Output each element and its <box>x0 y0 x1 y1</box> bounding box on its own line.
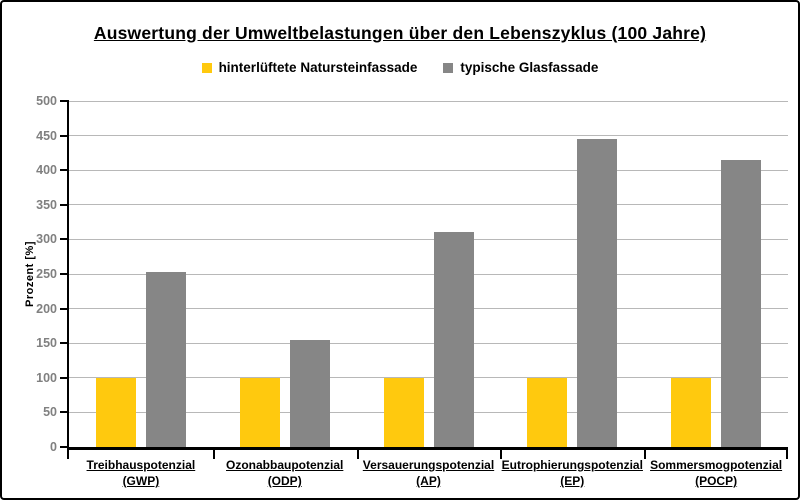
x-category-line2: (POCP) <box>695 474 738 488</box>
x-category-label-ep: Eutrophierungspotenzial (EP) <box>500 457 644 489</box>
y-tick-label-200: 200 <box>36 301 57 316</box>
x-category-line1: Versauerungspotenzial <box>362 458 495 472</box>
x-tick-mark-4 <box>644 450 647 459</box>
legend-item-natursteinfassade: hinterlüftete Natursteinfassade <box>201 60 418 75</box>
y-tick-mark-350 <box>60 203 69 206</box>
y-tick-mark-200 <box>60 307 69 310</box>
legend: hinterlüftete Natursteinfassade typische… <box>2 60 798 75</box>
bar-natursteinfassade-ap <box>383 377 424 447</box>
y-tick-label-300: 300 <box>36 232 57 247</box>
x-category-line1: Eutrophierungspotenzial <box>501 458 643 472</box>
x-category-label-gwp: Treibhauspotenzial (GWP) <box>69 457 213 489</box>
y-tick-label-400: 400 <box>36 163 57 178</box>
legend-label-natursteinfassade: hinterlüftete Natursteinfassade <box>218 60 418 75</box>
y-tick-label-0: 0 <box>50 440 57 454</box>
y-tick-mark-250 <box>60 273 69 275</box>
gridline-250 <box>69 273 788 275</box>
legend-swatch-yellow-icon <box>201 62 212 73</box>
bar-natursteinfassade-odp <box>239 377 280 447</box>
plot-area: 0 50 100 150 200 250 300 350 400 450 500 <box>36 94 788 459</box>
y-tick-label-350: 350 <box>36 197 57 212</box>
legend-label-glasfassade: typische Glasfassade <box>460 60 599 75</box>
y-tick-mark-0 <box>60 446 69 448</box>
bar-natursteinfassade-gwp <box>96 377 136 447</box>
x-category-line2: (GWP) <box>122 474 160 488</box>
bar-glasfassade-pocp <box>721 159 762 447</box>
x-category-line1: Sommersmogpotenzial <box>650 458 783 472</box>
gridline-100 <box>69 377 788 379</box>
gridline-400 <box>69 169 788 171</box>
x-tick-mark-3 <box>500 450 503 459</box>
y-tick-mark-300 <box>60 238 69 241</box>
y-tick-label-450: 450 <box>36 128 57 143</box>
chart-title: Auswertung der Umweltbelastungen über de… <box>93 23 707 43</box>
x-tick-mark-0 <box>67 450 69 459</box>
gridline-300 <box>69 238 788 240</box>
y-tick-label-500: 500 <box>36 94 57 108</box>
bar-glasfassade-odp <box>289 339 330 447</box>
bar-natursteinfassade-pocp <box>671 377 712 447</box>
x-category-line1: Ozonabbaupotenzial <box>226 458 344 472</box>
bar-glasfassade-gwp <box>146 271 186 447</box>
gridline-200 <box>69 308 788 310</box>
y-tick-mark-450 <box>60 134 69 137</box>
y-tick-mark-500 <box>60 100 69 102</box>
x-category-label-pocp: Sommersmogpotenzial (POCP) <box>644 457 788 489</box>
y-tick-label-100: 100 <box>36 370 57 385</box>
x-category-line2: (AP) <box>416 474 441 488</box>
y-tick-label-150: 150 <box>36 336 57 351</box>
y-tick-mark-400 <box>60 169 69 172</box>
x-category-label-odp: Ozonabbaupotenzial (ODP) <box>213 457 357 489</box>
y-tick-mark-100 <box>60 376 69 379</box>
x-axis-labels: Treibhauspotenzial (GWP) Ozonabbaupotenzi… <box>69 457 788 489</box>
x-category-line2: (ODP) <box>267 474 302 488</box>
x-tick-mark-2 <box>356 450 359 459</box>
legend-swatch-gray-icon <box>443 62 454 73</box>
y-tick-label-250: 250 <box>36 267 57 281</box>
bar-natursteinfassade-ep <box>527 377 568 447</box>
gridline-450 <box>69 135 788 137</box>
gridline-350 <box>69 204 788 206</box>
bar-glasfassade-ep <box>577 139 618 447</box>
y-tick-label-50: 50 <box>43 405 57 420</box>
x-category-line1: Treibhauspotenzial <box>86 458 196 472</box>
y-tick-mark-50 <box>60 411 69 414</box>
y-tick-mark-150 <box>60 342 69 345</box>
x-category-line2: (EP) <box>560 474 585 488</box>
legend-item-glasfassade: typische Glasfassade <box>443 60 598 75</box>
gridline-50 <box>69 411 788 413</box>
gridline-500 <box>69 100 788 102</box>
bar-glasfassade-ap <box>433 232 474 447</box>
x-tick-mark-1 <box>212 450 215 459</box>
x-category-label-ap: Versauerungspotenzial (AP) <box>357 457 501 489</box>
x-tick-mark-5 <box>786 450 788 459</box>
gridline-150 <box>69 342 788 344</box>
